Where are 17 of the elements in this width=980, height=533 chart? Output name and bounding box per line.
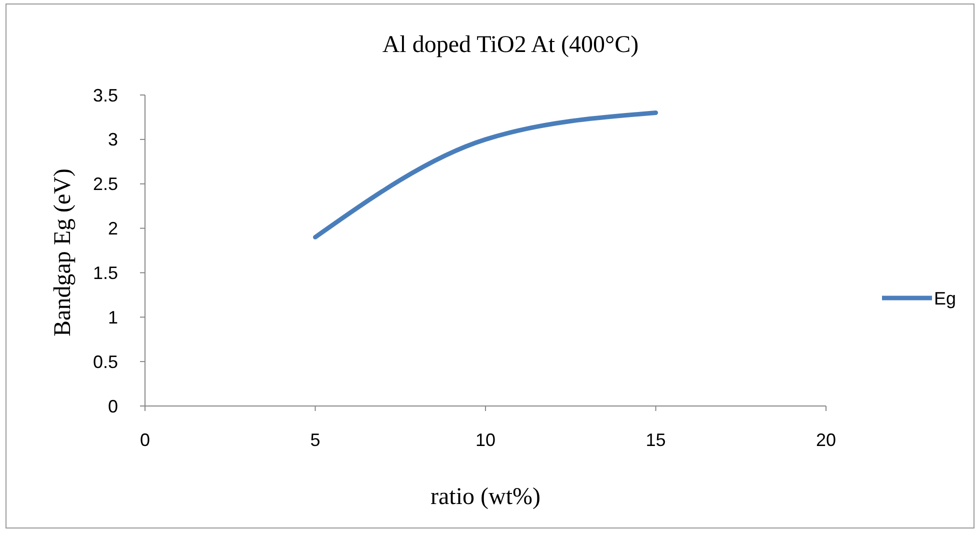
chart-title: Al doped TiO2 At (400°C)	[382, 32, 639, 58]
y-tick-label: 2	[108, 218, 118, 239]
x-tick-label: 20	[816, 430, 836, 450]
y-tick-label: 3.5	[92, 85, 118, 106]
y-tick-label: 3	[108, 130, 118, 150]
x-tick-label: 5	[310, 430, 320, 450]
x-tick-label: 10	[475, 430, 496, 450]
y-axis-title: Bandgap Eg (eV)	[50, 168, 76, 336]
y-tick-label: 2.5	[92, 174, 118, 194]
x-axis-title: ratio (wt%)	[430, 484, 540, 510]
legend-label: Eg	[934, 288, 956, 308]
x-tick-label: 0	[140, 430, 150, 450]
x-tick-label: 15	[646, 430, 666, 450]
y-tick-label: 1.5	[92, 263, 118, 284]
y-tick-label: 1	[108, 307, 118, 328]
y-tick-label: 0.5	[92, 352, 118, 372]
y-tick-label: 0	[108, 396, 118, 416]
